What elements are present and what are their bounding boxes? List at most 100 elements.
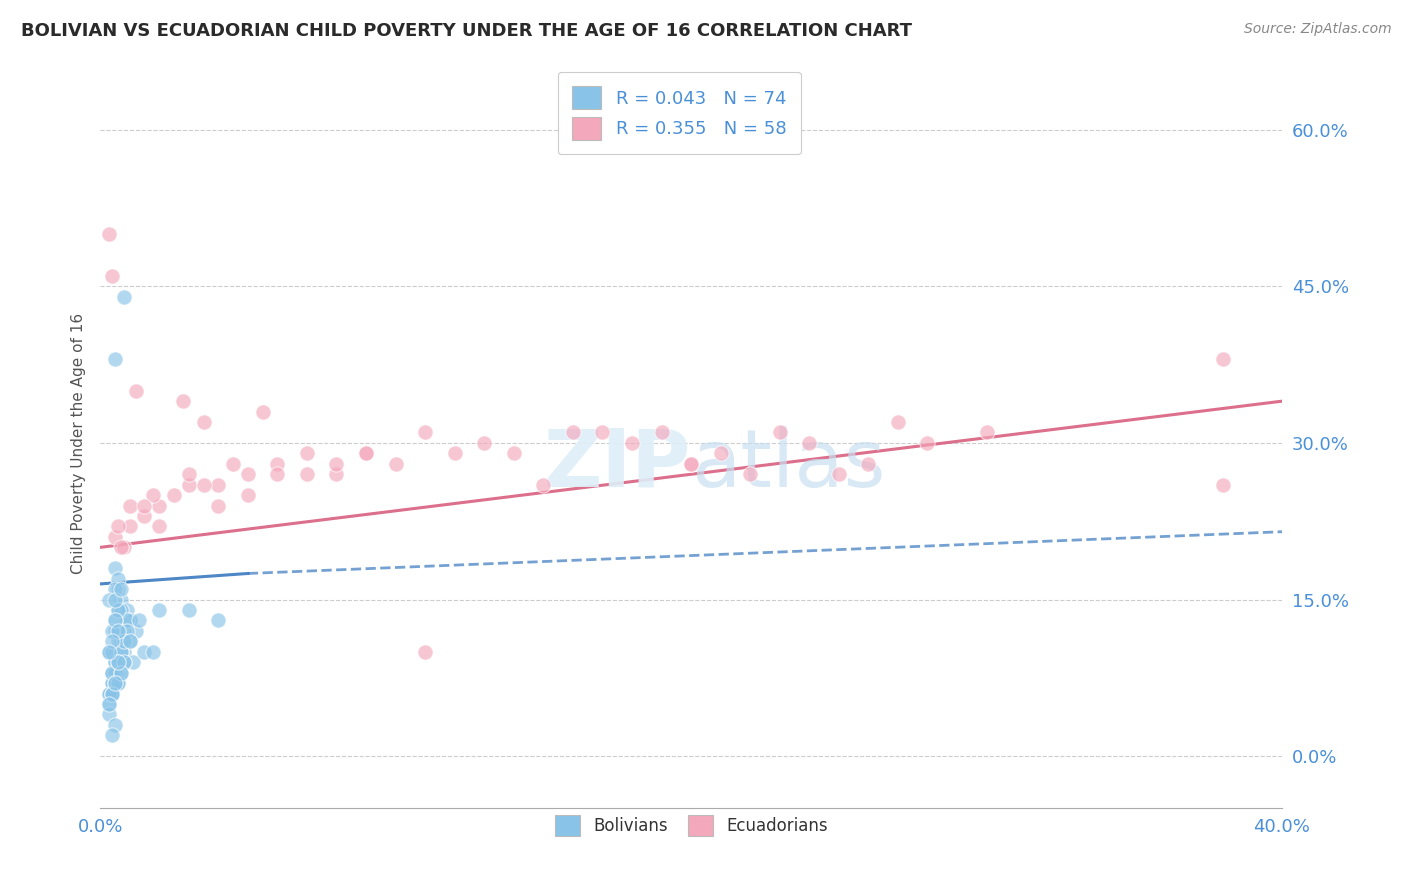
Point — [101, 665, 124, 680]
Point — [104, 614, 127, 628]
Point — [98, 687, 121, 701]
Point — [148, 603, 170, 617]
Point — [101, 676, 124, 690]
Point — [104, 665, 127, 680]
Point — [620, 436, 643, 450]
Point — [128, 614, 150, 628]
Point — [325, 467, 347, 482]
Text: ZIP: ZIP — [544, 425, 692, 504]
Point — [112, 634, 135, 648]
Text: atlas: atlas — [692, 425, 886, 504]
Point — [828, 467, 851, 482]
Point — [710, 446, 733, 460]
Point — [98, 697, 121, 711]
Point — [650, 425, 672, 440]
Point — [295, 467, 318, 482]
Point — [98, 227, 121, 241]
Point — [384, 457, 406, 471]
Point — [207, 614, 229, 628]
Point — [115, 614, 138, 628]
Point — [413, 425, 436, 440]
Point — [98, 687, 121, 701]
Point — [193, 415, 215, 429]
Point — [101, 687, 124, 701]
Point — [110, 665, 132, 680]
Point — [110, 645, 132, 659]
Point — [115, 603, 138, 617]
Point — [413, 645, 436, 659]
Point — [976, 425, 998, 440]
Point — [104, 352, 127, 367]
Point — [107, 655, 129, 669]
Point — [107, 603, 129, 617]
Point — [266, 467, 288, 482]
Point — [107, 655, 129, 669]
Legend: Bolivians, Ecuadorians: Bolivians, Ecuadorians — [547, 807, 835, 844]
Point — [354, 446, 377, 460]
Point — [101, 634, 124, 648]
Point — [148, 519, 170, 533]
Point — [177, 477, 200, 491]
Point — [104, 676, 127, 690]
Point — [124, 624, 146, 638]
Point — [236, 488, 259, 502]
Point — [110, 541, 132, 555]
Point — [110, 582, 132, 596]
Point — [107, 676, 129, 690]
Point — [110, 634, 132, 648]
Point — [769, 425, 792, 440]
Point — [112, 645, 135, 659]
Point — [98, 645, 121, 659]
Point — [112, 655, 135, 669]
Text: BOLIVIAN VS ECUADORIAN CHILD POVERTY UNDER THE AGE OF 16 CORRELATION CHART: BOLIVIAN VS ECUADORIAN CHILD POVERTY UND… — [21, 22, 912, 40]
Point — [236, 467, 259, 482]
Point — [104, 718, 127, 732]
Point — [134, 499, 156, 513]
Point — [110, 665, 132, 680]
Point — [101, 645, 124, 659]
Point — [887, 415, 910, 429]
Point — [101, 665, 124, 680]
Point — [104, 655, 127, 669]
Point — [110, 603, 132, 617]
Point — [121, 655, 143, 669]
Point — [177, 603, 200, 617]
Point — [112, 290, 135, 304]
Point — [107, 676, 129, 690]
Point — [354, 446, 377, 460]
Point — [740, 467, 762, 482]
Point — [104, 655, 127, 669]
Point — [101, 687, 124, 701]
Point — [134, 645, 156, 659]
Point — [124, 384, 146, 398]
Point — [531, 477, 554, 491]
Point — [591, 425, 613, 440]
Text: Source: ZipAtlas.com: Source: ZipAtlas.com — [1244, 22, 1392, 37]
Point — [118, 519, 141, 533]
Point — [472, 436, 495, 450]
Point — [917, 436, 939, 450]
Point — [101, 687, 124, 701]
Point — [252, 404, 274, 418]
Y-axis label: Child Poverty Under the Age of 16: Child Poverty Under the Age of 16 — [72, 312, 86, 574]
Point — [107, 519, 129, 533]
Point — [101, 624, 124, 638]
Point — [266, 457, 288, 471]
Point — [107, 624, 129, 638]
Point — [177, 467, 200, 482]
Point — [295, 446, 318, 460]
Point — [142, 488, 165, 502]
Point — [325, 457, 347, 471]
Point — [118, 614, 141, 628]
Point — [193, 477, 215, 491]
Point — [858, 457, 880, 471]
Point — [104, 530, 127, 544]
Point — [110, 592, 132, 607]
Point — [104, 592, 127, 607]
Point — [101, 268, 124, 283]
Point — [107, 572, 129, 586]
Point — [502, 446, 524, 460]
Point — [163, 488, 186, 502]
Point — [207, 477, 229, 491]
Point — [118, 499, 141, 513]
